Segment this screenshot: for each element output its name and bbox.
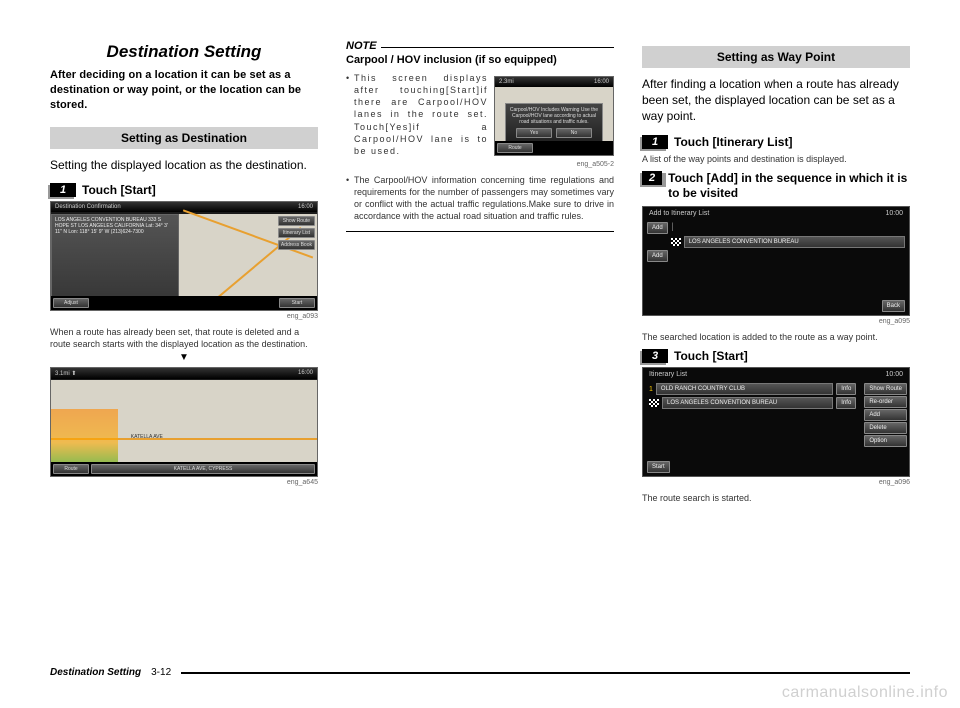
itin-header-title: Add to Itinerary List (649, 210, 709, 217)
route-button: Route (53, 464, 89, 474)
shot-dist: 3.1mi ⬆ (55, 370, 76, 377)
show-route-button: Show Route (278, 216, 315, 226)
shot-caption-2: eng_a645 (50, 479, 318, 486)
watermark: carmanualsonline.info (782, 684, 948, 702)
step-1-label-c3: Touch [Itinerary List] (674, 135, 792, 149)
add-btn: Add (864, 409, 907, 421)
add-button-2: Add (647, 250, 668, 262)
dest-2: LOS ANGELES CONVENTION BUREAU (662, 397, 833, 409)
info-button: Info (836, 383, 856, 395)
note-header: NOTE (346, 40, 614, 54)
page-title: Destination Setting (50, 42, 318, 62)
flag-icon (649, 399, 659, 407)
step-2-c3: 2 Touch [Add] in the sequence in which i… (642, 171, 910, 202)
screenshot-map-route: 3.1mi ⬆ 16:00 KATELLA AVE Route KATELLA … (50, 367, 318, 477)
step-1: 1 Touch [Start] (50, 183, 318, 197)
itin2-header-time: 10:00 (885, 371, 903, 378)
post-text-c3-2: The route search is started. (642, 492, 910, 504)
itin-header-time: 10:00 (885, 210, 903, 217)
shot-header-time: 16:00 (298, 204, 313, 210)
note-bullets-2: The Carpool/HOV information concerning t… (346, 174, 614, 223)
step-1-c3: 1 Touch [Itinerary List] (642, 135, 910, 149)
location-label: KATELLA AVE, CYPRESS (91, 464, 315, 474)
road-label: KATELLA AVE (131, 434, 163, 440)
reorder-btn: Re-order (864, 396, 907, 408)
step-number-icon: 1 (50, 183, 76, 197)
back-button: Back (882, 300, 905, 312)
footer-page: 3-12 (151, 667, 171, 678)
adjust-button: Adjust (53, 298, 89, 308)
dest-1: OLD RANCH COUNTRY CLUB (656, 383, 833, 395)
section-setting-destination: Setting as Destination (50, 127, 318, 149)
bullet-1: This screen displays after touching[Star… (346, 72, 614, 157)
show-route-btn: Show Route (864, 383, 907, 395)
post-text-c3-1: The searched location is added to the ro… (642, 331, 910, 343)
down-arrow-icon: ▼ (50, 352, 318, 363)
shot-caption-c3-2: eng_a096 (642, 479, 910, 486)
start-button: Start (279, 298, 315, 308)
section-setting-waypoint: Setting as Way Point (642, 46, 910, 68)
address-book-button: Address Book (278, 240, 315, 250)
step-1-sub: A list of the way points and destination… (642, 153, 910, 165)
step-number-icon: 1 (642, 135, 668, 149)
note-label: NOTE (346, 40, 377, 52)
intro-text: After deciding on a location it can be s… (50, 68, 318, 113)
step-number-icon: 3 (642, 349, 668, 363)
post-text-1: When a route has already been set, that … (50, 326, 318, 350)
info-button-2: Info (836, 397, 856, 409)
option-btn: Option (864, 435, 907, 447)
bullet-2: The Carpool/HOV information concerning t… (346, 174, 614, 223)
add-button: Add (647, 222, 668, 234)
start-button-itin: Start (647, 461, 670, 473)
itinerary-list-button: Itinerary List (278, 228, 315, 238)
screenshot-itinerary-list: Itinerary List 10:00 1 OLD RANCH COUNTRY… (642, 367, 910, 477)
shot-caption: eng_a093 (50, 313, 318, 320)
screenshot-destination-confirmation: Destination Confirmation 16:00 LOS ANGEL… (50, 201, 318, 311)
shot-header-title: Destination Confirmation (55, 204, 121, 210)
destination-label: LOS ANGELES CONVENTION BUREAU (684, 236, 905, 248)
shot-time: 16:00 (298, 370, 313, 377)
body-text-3: After finding a location when a route ha… (642, 76, 910, 125)
note-bullets: This screen displays after touching[Star… (346, 72, 614, 157)
step-number-icon: 2 (642, 171, 662, 185)
flag-icon (671, 238, 681, 246)
body-text: Setting the displayed location as the de… (50, 157, 318, 173)
note-subtitle: Carpool / HOV inclusion (if so equipped) (346, 54, 614, 66)
step-2-label-c3: Touch [Add] in the sequence in which it … (668, 171, 910, 202)
shot-caption-hov: eng_a505-2 (346, 161, 614, 168)
step-3-label-c3: Touch [Start] (674, 349, 748, 363)
footer-title: Destination Setting (50, 667, 141, 678)
step-1-label: Touch [Start] (82, 183, 156, 197)
itin2-header-title: Itinerary List (649, 371, 687, 378)
screenshot-add-itinerary: Add to Itinerary List 10:00 Add │ Add LO… (642, 206, 910, 316)
delete-btn: Delete (864, 422, 907, 434)
shot-caption-c3-1: eng_a095 (642, 318, 910, 325)
page-footer: Destination Setting 3-12 (50, 667, 910, 678)
step-3-c3: 3 Touch [Start] (642, 349, 910, 363)
